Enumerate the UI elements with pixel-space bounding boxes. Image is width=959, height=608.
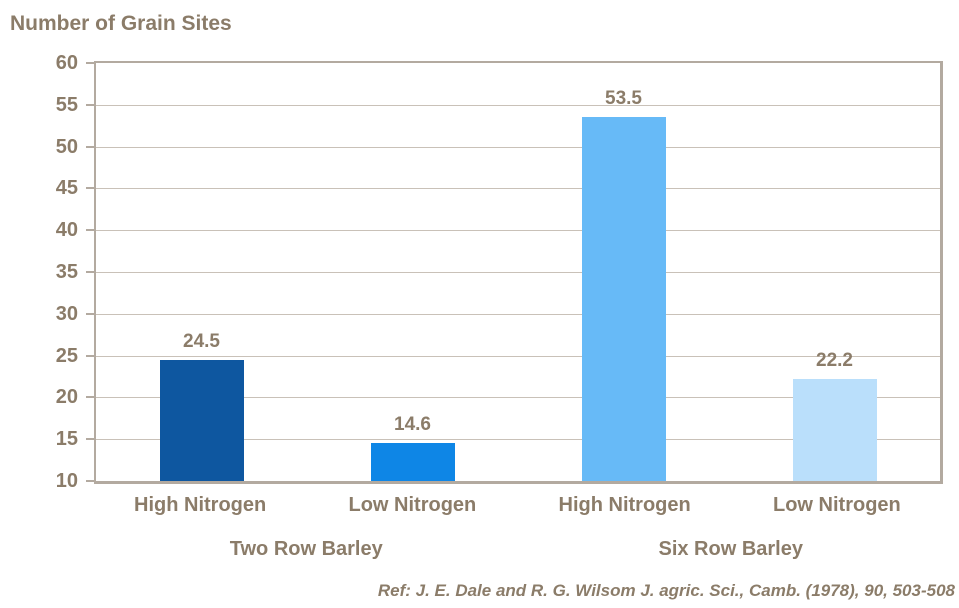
gridline — [96, 230, 940, 232]
y-tick-label: 15 — [55, 428, 78, 451]
y-tick-mark — [86, 229, 94, 232]
gridline — [96, 146, 940, 148]
bar-value-label: 22.2 — [816, 350, 853, 372]
y-tick-label: 40 — [55, 219, 78, 242]
bar-4 — [792, 379, 877, 481]
y-tick-mark — [86, 62, 94, 64]
x-category-label: Low Nitrogen — [348, 494, 477, 516]
group-label: Two Row Barley — [229, 538, 383, 560]
gridline — [96, 397, 940, 399]
y-tick-mark — [86, 271, 94, 273]
y-tick-mark — [86, 312, 94, 315]
y-tick-mark — [86, 480, 94, 482]
gridline — [96, 272, 940, 273]
y-tick-mark — [86, 187, 94, 190]
x-category-label: Low Nitrogen — [772, 494, 901, 516]
y-tick-label: 20 — [55, 386, 78, 409]
gridline — [96, 439, 940, 441]
gridline — [96, 355, 940, 357]
y-tick-mark — [86, 145, 94, 148]
group-labels: Two Row Barley Six Row Barley — [94, 536, 943, 562]
y-tick-label: 35 — [55, 261, 78, 283]
reference-citation: Ref: J. E. Dale and R. G. Wilsom J. agri… — [377, 581, 955, 600]
x-axis-labels: High Nitrogen Low Nitrogen High Nitrogen Lo… — [94, 492, 943, 518]
bar-value-label: 14.6 — [394, 413, 431, 435]
y-tick-mark — [86, 396, 94, 399]
gridline — [96, 104, 940, 106]
y-tick-label: 60 — [55, 52, 78, 74]
x-category-label: High Nitrogen — [558, 494, 691, 516]
y-tick-label: 50 — [55, 135, 78, 158]
y-tick-label: 30 — [55, 302, 78, 325]
y-tick-label: 10 — [55, 470, 78, 492]
bar-3 — [581, 117, 666, 481]
y-tick-mark — [86, 438, 94, 441]
bar-value-label: 53.5 — [605, 88, 642, 110]
y-tick-label: 55 — [55, 93, 78, 116]
y-axis: 10 15 20 25 30 35 40 45 50 55 60 — [0, 52, 94, 492]
gridline — [96, 313, 940, 315]
gridline — [96, 188, 940, 190]
y-tick-mark — [86, 354, 94, 357]
chart-title: Number of Grain Sites — [10, 12, 232, 35]
bar-value-label: 24.5 — [183, 330, 220, 352]
bar-2 — [370, 442, 455, 481]
y-tick-label: 45 — [55, 177, 78, 200]
plot-area: 24.5 14.6 53.5 22.2 — [94, 61, 943, 484]
y-tick-mark — [86, 103, 94, 106]
y-tick-label: 25 — [55, 344, 78, 367]
group-label: Six Row Barley — [658, 538, 803, 560]
bar-1 — [159, 359, 244, 481]
x-category-label: High Nitrogen — [134, 494, 267, 516]
